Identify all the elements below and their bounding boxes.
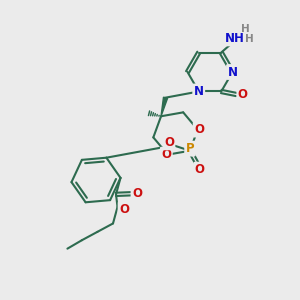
Text: O: O [161, 148, 171, 161]
Text: O: O [238, 88, 248, 101]
Text: H: H [245, 34, 254, 44]
Text: O: O [119, 203, 129, 216]
Text: O: O [195, 163, 205, 176]
Polygon shape [161, 97, 168, 116]
Text: O: O [164, 136, 174, 149]
Text: P: P [186, 142, 194, 155]
Text: O: O [194, 123, 204, 136]
Text: H: H [242, 24, 250, 34]
Text: O: O [132, 187, 142, 200]
Text: N: N [194, 85, 204, 98]
Text: NH: NH [225, 32, 245, 45]
Text: N: N [227, 65, 238, 79]
